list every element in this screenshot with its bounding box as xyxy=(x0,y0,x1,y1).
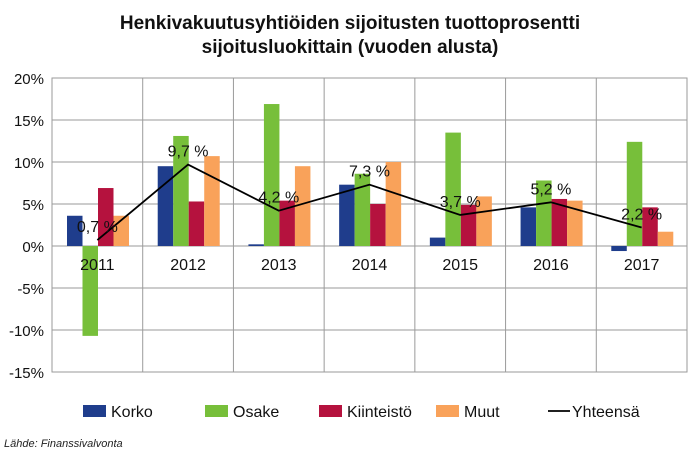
bar-korko-2014 xyxy=(339,184,355,246)
legend-label: Muut xyxy=(464,404,500,421)
bar-korko-2011 xyxy=(67,215,83,246)
data-label-yhteensa: 7,3 % xyxy=(349,164,390,181)
bar-osake-2011 xyxy=(82,246,98,336)
bar-korko-2017 xyxy=(611,246,627,252)
legend-swatch xyxy=(205,405,228,417)
data-label-yhteensa: 2,2 % xyxy=(621,207,662,224)
bar-muut-2014 xyxy=(385,162,402,246)
bar-kiinteist--2012 xyxy=(188,201,205,246)
legend-label: Osake xyxy=(233,404,279,421)
data-label-yhteensa: 0,7 % xyxy=(77,219,118,236)
legend-swatch xyxy=(319,405,342,417)
bar-muut-2013 xyxy=(294,166,311,246)
y-tick-label: -15% xyxy=(9,365,44,382)
bar-korko-2015 xyxy=(429,237,446,246)
data-label-yhteensa: 4,2 % xyxy=(258,190,299,207)
line-yhteensa xyxy=(96,163,642,241)
chart-title-line-1: Henkivakuutusyhtiöiden sijoitusten tuott… xyxy=(119,13,581,34)
bar-kiinteist--2016 xyxy=(551,198,568,246)
x-tick-label: 2015 xyxy=(442,257,478,274)
bar-kiinteist--2011 xyxy=(98,188,114,246)
y-tick-label: 20% xyxy=(14,71,44,88)
bar-muut-2015 xyxy=(476,196,492,246)
y-tick-label: 10% xyxy=(14,155,44,172)
bar-muut-2017 xyxy=(657,231,674,246)
bar-osake-2013 xyxy=(263,104,280,246)
legend-label: Kiinteistö xyxy=(347,404,412,421)
x-tick-label: 2017 xyxy=(624,257,660,274)
bar-kiinteist--2015 xyxy=(460,204,477,246)
x-tick-label: 2012 xyxy=(170,257,206,274)
y-tick-label: 15% xyxy=(14,113,44,130)
legend-swatch xyxy=(83,405,106,417)
chart-title-line-2: sijoitusluokittain (vuoden alusta) xyxy=(201,37,499,58)
data-label-yhteensa: 9,7 % xyxy=(168,144,209,161)
bar-kiinteist--2014 xyxy=(370,204,386,246)
bar-muut-2016 xyxy=(567,200,583,246)
bar-korko-2013 xyxy=(248,244,264,246)
y-tick-label: -5% xyxy=(17,281,44,298)
bar-kiinteist--2017 xyxy=(642,207,658,246)
bar-muut-2012 xyxy=(204,156,220,246)
data-label-yhteensa: 3,7 % xyxy=(440,194,481,211)
bar-osake-2015 xyxy=(445,132,461,246)
bar-kiinteist--2013 xyxy=(279,200,295,246)
bar-osake-2017 xyxy=(626,141,643,246)
bar-osake-2012 xyxy=(173,135,189,246)
legend-label: Korko xyxy=(111,404,153,421)
bar-korko-2016 xyxy=(520,207,537,246)
bar-osake-2016 xyxy=(536,180,552,246)
legend-swatch xyxy=(436,405,459,417)
y-tick-label: 0% xyxy=(22,239,44,256)
x-tick-label: 2014 xyxy=(352,257,388,274)
source-note: Lähde: Finanssivalvonta xyxy=(4,438,123,450)
y-tick-label: -10% xyxy=(9,323,44,340)
x-tick-label: 2016 xyxy=(533,257,569,274)
x-tick-label: 2013 xyxy=(261,257,297,274)
bar-osake-2014 xyxy=(354,173,371,246)
legend-label: Yhteensä xyxy=(572,404,640,421)
x-tick-label: 2011 xyxy=(80,257,115,274)
y-tick-label: 5% xyxy=(22,197,44,214)
data-label-yhteensa: 5,2 % xyxy=(530,181,571,198)
